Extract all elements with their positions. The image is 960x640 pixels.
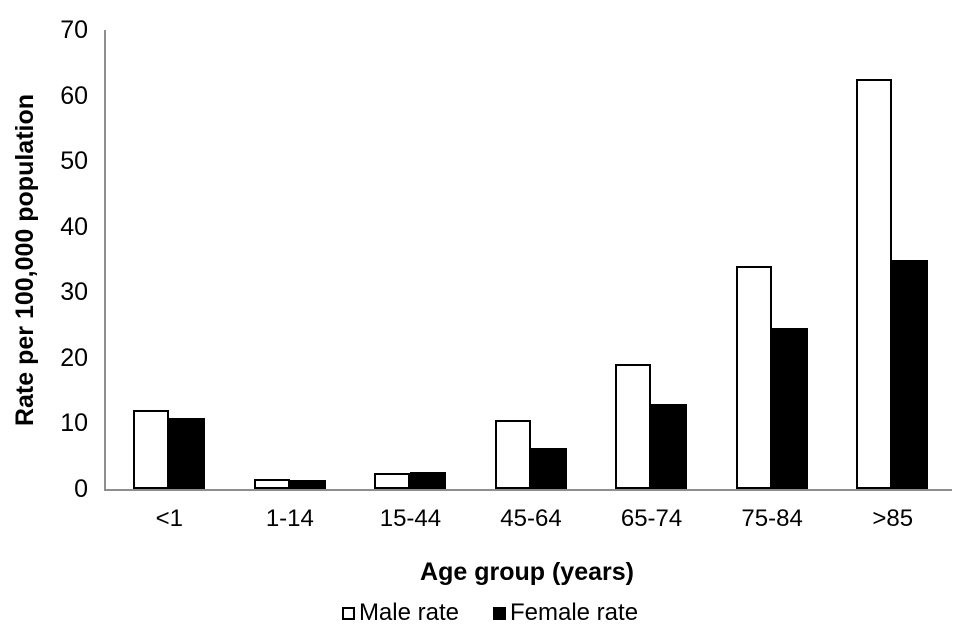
y-tick-label: 30: [60, 278, 88, 307]
bar-male-rate-75-84: [735, 266, 772, 489]
legend-label: Female rate: [509, 599, 639, 626]
x-tick-label: 1-14: [265, 505, 314, 532]
legend-entry-female-rate: Female rate: [492, 599, 639, 627]
y-tick-label: 70: [60, 16, 88, 44]
bar-female-rate-1-14: [289, 480, 326, 489]
plot-area: [104, 30, 952, 491]
bar-male-rate-1-14: [253, 479, 290, 489]
y-tick-label: 60: [60, 81, 88, 110]
bar-male-rate-85: [856, 79, 893, 489]
legend-swatch-female-rate-icon: [492, 606, 506, 620]
bar-female-rate-85: [892, 259, 929, 489]
y-tick-label: 20: [60, 343, 88, 372]
bar-female-rate-15-44: [410, 471, 447, 489]
bar-female-rate-45-64: [530, 448, 567, 489]
x-tick-label: 75-84: [741, 505, 803, 532]
bar-male-rate-15-44: [374, 472, 411, 489]
bar-female-rate-75-84: [771, 328, 808, 489]
bar-male-rate-1: [133, 410, 169, 489]
bar-male-rate-65-74: [615, 364, 652, 489]
legend: Male rate Female rate: [0, 597, 960, 629]
x-tick-label: >85: [872, 505, 914, 532]
bar-female-rate-65-74: [651, 403, 688, 489]
x-tick-label: 45-64: [500, 505, 562, 532]
legend-label: Male rate: [358, 599, 459, 626]
bar-female-rate-1: [169, 418, 205, 489]
legend-swatch-male-rate-icon: [341, 606, 355, 620]
x-tick-label: <1: [155, 505, 183, 532]
y-tick-label: 10: [60, 409, 88, 438]
y-tick-label: 40: [60, 212, 88, 241]
legend-entry-male-rate: Male rate: [341, 599, 459, 627]
bar-male-rate-45-64: [494, 420, 531, 489]
x-axis-title: Age group (years): [420, 558, 634, 586]
y-tick-label: 50: [60, 147, 88, 176]
x-tick-label: 15-44: [379, 505, 442, 532]
y-axis-title: Rate per 100,000 population: [11, 93, 39, 427]
x-tick-label: 65-74: [620, 505, 683, 532]
y-tick-label: 0: [74, 475, 88, 503]
